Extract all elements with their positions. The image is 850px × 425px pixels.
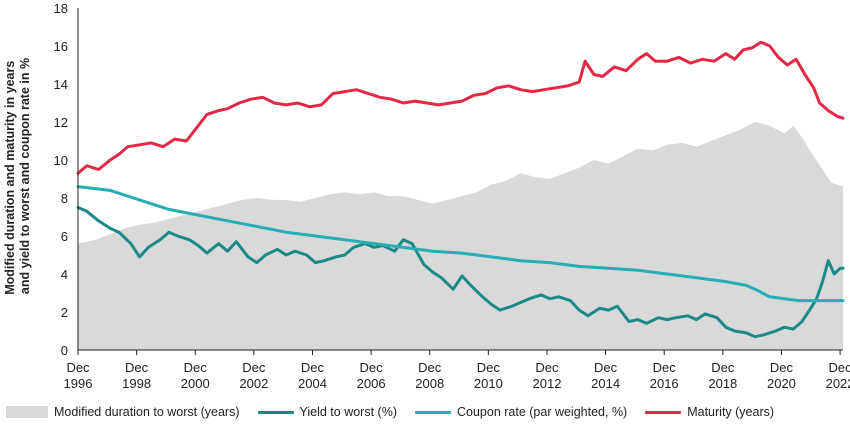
x-tick-label-year: 2004 (298, 376, 327, 391)
x-tick-label-year: 1998 (122, 376, 151, 391)
x-tick-label-year: 2020 (767, 376, 796, 391)
x-tick-label-month: Dec (360, 360, 384, 375)
x-tick-label-year: 2022 (826, 376, 850, 391)
x-tick-label-year: 2016 (650, 376, 679, 391)
series-area-modified-duration-to-worst-years (78, 122, 843, 350)
y-tick-label: 12 (54, 115, 68, 130)
legend-item-coupon: Coupon rate (par weighted, %) (407, 405, 627, 419)
legend-swatch-maturity (645, 410, 682, 414)
x-tick-label-year: 2008 (415, 376, 444, 391)
x-tick-label-month: Dec (653, 360, 677, 375)
x-tick-label-month: Dec (711, 360, 735, 375)
x-tick-label-month: Dec (125, 360, 149, 375)
legend-label-duration: Modified duration to worst (years) (54, 405, 240, 419)
y-axis: 0 2 4 6 8 10 12 14 16 18 (54, 1, 79, 358)
x-tick-label-month: Dec (829, 360, 850, 375)
legend-item-duration: Modified duration to worst (years) (0, 405, 240, 419)
x-tick-label-month: Dec (594, 360, 618, 375)
y-tick-label: 0 (61, 343, 68, 358)
x-tick-label-month: Dec (66, 360, 90, 375)
legend-label-maturity: Maturity (years) (687, 405, 775, 419)
x-tick-label-month: Dec (418, 360, 442, 375)
x-tick-label-month: Dec (242, 360, 266, 375)
x-tick-label-year: 2012 (533, 376, 562, 391)
legend-item-yield: Yield to worst (%) (250, 405, 397, 419)
x-tick-label-month: Dec (770, 360, 794, 375)
legend: Modified duration to worst (years) Yield… (0, 401, 850, 423)
plot-area (76, 40, 845, 350)
y-axis-label-line2: and yield to worst and coupon rate in % (18, 58, 32, 294)
x-tick-label-month: Dec (477, 360, 501, 375)
series-line-coupon-rate-par-weighted (76, 185, 845, 303)
legend-swatch-coupon (414, 410, 451, 414)
x-tick-label-year: 1996 (64, 376, 93, 391)
x-tick-label-year: 2002 (239, 376, 268, 391)
x-tick-label-year: 2018 (708, 376, 737, 391)
series-line-yield-to-worst (76, 206, 845, 339)
y-tick-label: 6 (61, 229, 68, 244)
y-tick-label: 14 (54, 77, 68, 92)
series-line-maturity-years (76, 40, 845, 175)
x-tick-label-year: 2006 (357, 376, 386, 391)
legend-swatch-duration (6, 406, 48, 418)
y-tick-label: 18 (54, 1, 68, 16)
y-axis-label: Modified duration and maturity in years … (3, 57, 32, 295)
y-tick-label: 10 (54, 153, 68, 168)
x-tick-label-month: Dec (301, 360, 325, 375)
legend-swatch-yield (257, 410, 294, 414)
y-tick-label: 4 (61, 267, 68, 282)
legend-label-coupon: Coupon rate (par weighted, %) (456, 405, 628, 419)
y-tick-label: 8 (61, 191, 68, 206)
legend-item-maturity: Maturity (years) (637, 405, 774, 419)
x-axis: Dec1996Dec1998Dec2000Dec2002Dec2004Dec20… (64, 349, 850, 391)
x-tick-label-year: 2010 (474, 376, 503, 391)
legend-label-yield: Yield to worst (%) (299, 405, 397, 419)
y-axis-label-line1: Modified duration and maturity in years (3, 61, 17, 295)
y-tick-label: 16 (54, 39, 68, 54)
x-tick-label-month: Dec (184, 360, 208, 375)
x-tick-label-month: Dec (535, 360, 559, 375)
x-tick-label-year: 2000 (181, 376, 210, 391)
x-tick-label-year: 2014 (591, 376, 620, 391)
y-tick-label: 2 (61, 305, 68, 320)
